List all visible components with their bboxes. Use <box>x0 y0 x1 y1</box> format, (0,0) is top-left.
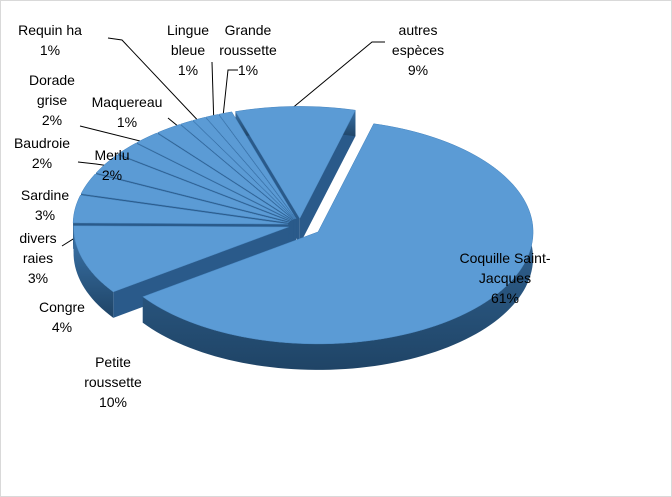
data-label: Baudroie 2% <box>7 133 77 173</box>
slice <box>95 154 290 222</box>
slice <box>205 114 296 220</box>
data-label: Lingue bleue 1% <box>163 20 213 80</box>
slice <box>117 142 291 221</box>
category-label: Dorade grise <box>29 72 75 108</box>
slice <box>142 123 534 345</box>
category-label: Petite roussette <box>84 354 142 390</box>
value-label: 2% <box>41 112 63 128</box>
slice <box>157 124 294 220</box>
value-label: 4% <box>51 319 73 335</box>
data-label: Grande roussette 1% <box>213 20 283 80</box>
data-label: Requin ha 1% <box>10 20 90 60</box>
leader-line <box>221 69 238 127</box>
category-label: Lingue bleue <box>166 22 210 58</box>
category-label: Merlu <box>94 147 130 163</box>
category-label: Congre <box>39 299 85 315</box>
data-label: Maquereau 1% <box>87 92 167 132</box>
data-label: Congre 4% <box>27 297 97 337</box>
category-label: Maquereau <box>91 94 163 110</box>
value-label: 10% <box>98 394 128 410</box>
data-label: Coquille Saint-Jacques 61% <box>435 248 575 308</box>
slice <box>72 194 289 225</box>
category-label: Requin ha <box>18 22 82 38</box>
value-label: 1% <box>39 42 61 58</box>
slice <box>73 225 289 293</box>
data-label: Sardine 3% <box>10 185 80 225</box>
data-label: Dorade grise 2% <box>27 70 77 130</box>
data-label: autres espèces 9% <box>378 20 458 80</box>
data-label: Petite roussette 10% <box>73 352 153 412</box>
value-label: 3% <box>34 207 56 223</box>
slice <box>218 111 297 219</box>
leader-line <box>289 41 385 111</box>
value-label: 3% <box>27 270 49 286</box>
slice <box>80 173 289 223</box>
category-label: autres espèces <box>391 22 445 58</box>
data-label: divers raies 3% <box>13 228 63 288</box>
category-label: Grande roussette <box>219 22 277 58</box>
category-label: Sardine <box>20 187 70 203</box>
value-label: 2% <box>101 167 123 183</box>
value-label: 1% <box>177 62 199 78</box>
slice <box>192 116 295 220</box>
category-label: Coquille Saint-Jacques <box>459 250 551 286</box>
value-label: 1% <box>116 114 138 130</box>
data-label: Merlu 2% <box>87 145 137 185</box>
category-label: divers raies <box>19 230 57 266</box>
slice-wall <box>299 110 356 245</box>
value-label: 1% <box>237 62 259 78</box>
slice <box>180 120 295 220</box>
value-label: 9% <box>407 62 429 78</box>
slice <box>136 132 293 221</box>
value-label: 2% <box>31 155 53 171</box>
slice <box>235 106 356 219</box>
slice-side <box>73 225 114 318</box>
value-label: 61% <box>490 290 520 306</box>
category-label: Baudroie <box>13 135 71 151</box>
leader-line <box>107 37 206 129</box>
